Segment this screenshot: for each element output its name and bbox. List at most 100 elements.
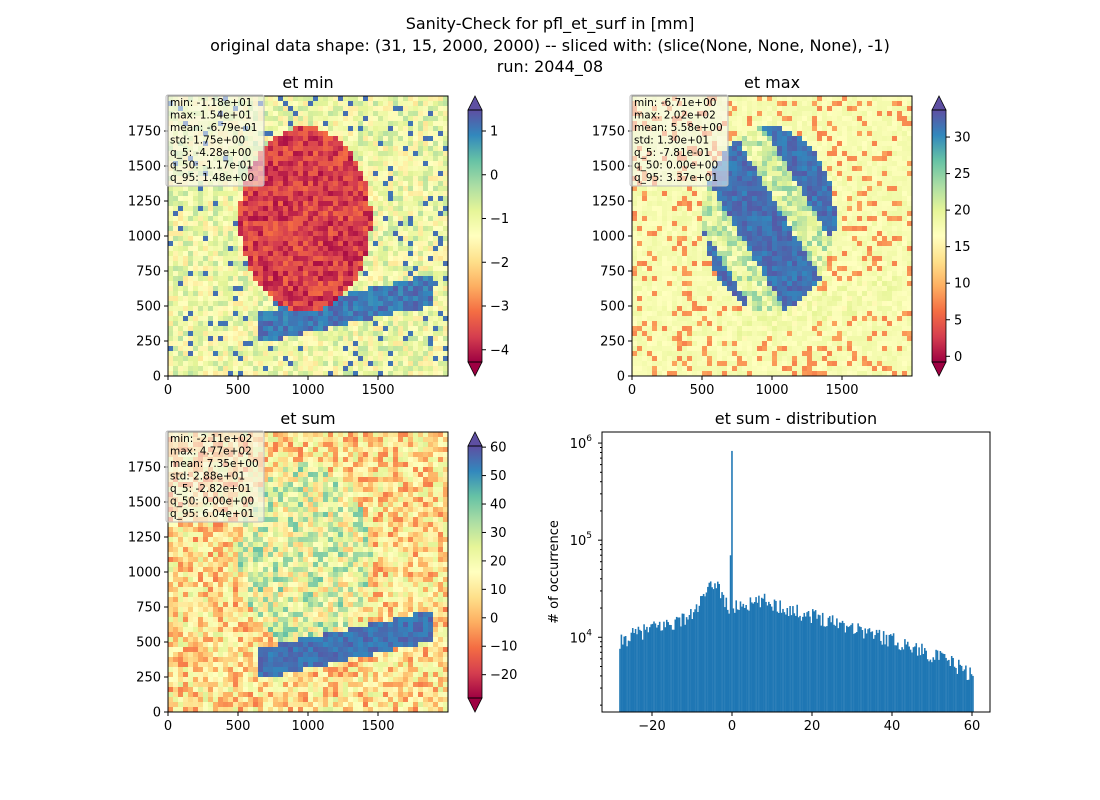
heatmap-cell: [877, 186, 883, 192]
heatmap-cell: [368, 216, 374, 222]
heatmap-cell: [358, 226, 364, 232]
heatmap-cell: [228, 231, 234, 237]
heatmap-cell: [188, 216, 194, 222]
heatmap-cell: [203, 331, 209, 337]
heatmap-cell: [248, 341, 254, 347]
heatmap-cell: [832, 241, 838, 247]
heatmap-cell: [343, 131, 349, 137]
heatmap-cell: [303, 371, 309, 376]
heatmap-cell: [273, 311, 279, 317]
heatmap-cell: [318, 246, 324, 252]
heatmap-cell: [363, 311, 369, 317]
heatmap-cell: [233, 351, 239, 357]
heatmap-cell: [832, 126, 838, 132]
heatmap-cell: [223, 201, 229, 207]
heatmap-cell: [338, 371, 344, 376]
heatmap-cell: [897, 161, 903, 167]
heatmap-cell: [348, 166, 354, 172]
heatmap-cell: [273, 171, 279, 177]
heatmap-cell: [408, 131, 414, 137]
heatmap-cell: [323, 201, 329, 207]
heatmap-cell: [408, 111, 414, 117]
heatmap-cell: [832, 236, 838, 242]
heatmap-cell: [817, 211, 823, 217]
heatmap-cell: [353, 131, 359, 137]
heatmap-cell: [358, 121, 364, 127]
heatmap-cell: [313, 196, 319, 202]
heatmap-cell: [747, 171, 753, 177]
heatmap-cell: [862, 96, 868, 102]
heatmap-cell: [218, 371, 224, 376]
heatmap-cell: [842, 156, 848, 162]
heatmap-cell: [428, 151, 434, 157]
heatmap-cell: [782, 101, 788, 107]
heatmap-cell: [378, 321, 384, 327]
heatmap-cell: [742, 231, 748, 237]
heatmap-cell: [238, 201, 244, 207]
heatmap-cell: [418, 341, 424, 347]
heatmap-cell: [388, 236, 394, 242]
heatmap-cell: [168, 266, 174, 272]
heatmap-cell: [837, 96, 843, 102]
heatmap-cell: [318, 236, 324, 242]
heatmap-cell: [837, 226, 843, 232]
heatmap-cell: [817, 191, 823, 197]
heatmap-cell: [847, 251, 853, 257]
heatmap-cell: [398, 321, 404, 327]
heatmap-cell: [797, 161, 803, 167]
heatmap-cell: [308, 286, 314, 292]
heatmap-cell: [383, 146, 389, 152]
heatmap-cell: [712, 231, 718, 237]
heatmap-cell: [278, 121, 284, 127]
heatmap-cell: [423, 356, 429, 362]
heatmap-cell: [897, 141, 903, 147]
heatmap-cell: [223, 286, 229, 292]
heatmap-cell: [333, 366, 339, 372]
heatmap-cell: [343, 296, 349, 302]
heatmap-cell: [413, 136, 419, 142]
heatmap-cell: [348, 341, 354, 347]
heatmap-cell: [692, 231, 698, 237]
heatmap-cell: [792, 231, 798, 237]
heatmap-cell: [657, 251, 663, 257]
heatmap-cell: [787, 191, 793, 197]
heatmap-cell: [403, 231, 409, 237]
heatmap-cell: [762, 231, 768, 237]
heatmap-cell: [772, 166, 778, 172]
heatmap-cell: [782, 166, 788, 172]
heatmap-cell: [383, 156, 389, 162]
heatmap-cell: [423, 226, 429, 232]
heatmap-cell: [333, 336, 339, 342]
heatmap-cell: [323, 361, 329, 367]
heatmap-cell: [353, 176, 359, 182]
heatmap-cell: [343, 161, 349, 167]
heatmap-cell: [278, 301, 284, 307]
heatmap-cell: [278, 281, 284, 287]
heatmap-cell: [363, 136, 369, 142]
heatmap-cell: [433, 211, 439, 217]
heatmap-cell: [298, 321, 304, 327]
heatmap-cell: [283, 146, 289, 152]
heatmap-cell: [273, 151, 279, 157]
heatmap-cell: [408, 316, 414, 322]
heatmap-cell: [662, 201, 668, 207]
heatmap-cell: [662, 186, 668, 192]
heatmap-cell: [333, 346, 339, 352]
heatmap-cell: [363, 316, 369, 322]
heatmap-cell: [413, 221, 419, 227]
heatmap-cell: [233, 266, 239, 272]
heatmap-cell: [218, 206, 224, 212]
heatmap-cell: [672, 206, 678, 212]
heatmap-cell: [418, 146, 424, 152]
heatmap-cell: [757, 136, 763, 142]
heatmap-cell: [353, 336, 359, 342]
heatmap-cell: [313, 211, 319, 217]
heatmap-cell: [428, 96, 434, 102]
heatmap-cell: [333, 271, 339, 277]
heatmap-cell: [198, 251, 204, 257]
heatmap-cell: [433, 176, 439, 182]
heatmap-cell: [872, 106, 878, 112]
heatmap-cell: [832, 166, 838, 172]
heatmap-cell: [727, 196, 733, 202]
